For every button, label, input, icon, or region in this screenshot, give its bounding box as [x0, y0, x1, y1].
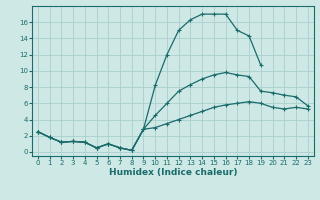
X-axis label: Humidex (Indice chaleur): Humidex (Indice chaleur)	[108, 168, 237, 177]
